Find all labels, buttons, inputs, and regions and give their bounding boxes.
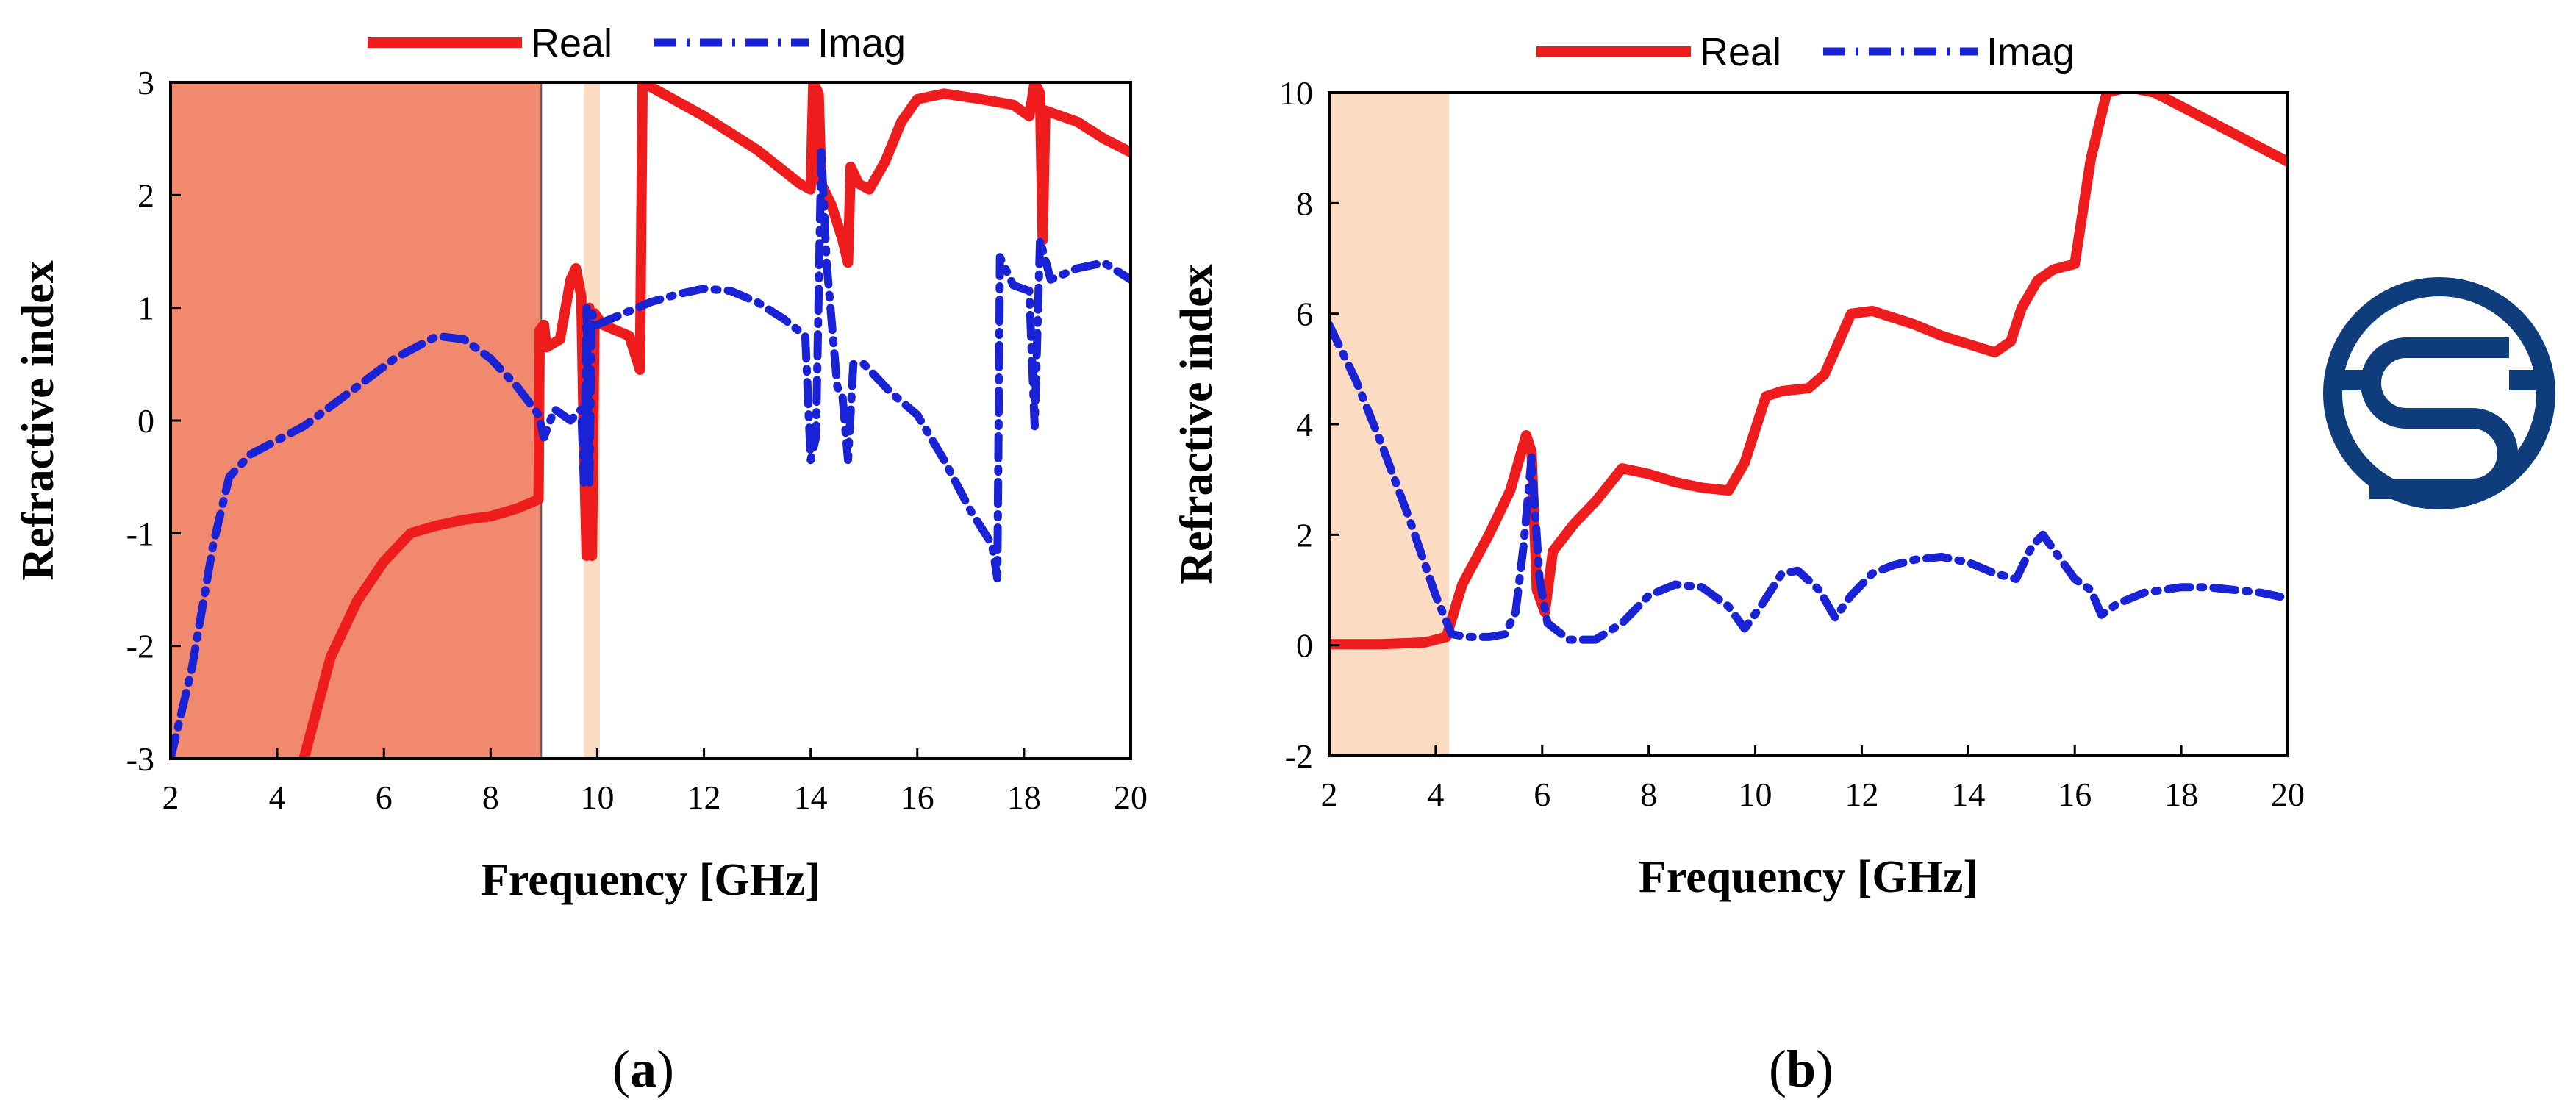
legend-label-real-b: Real (1700, 30, 1781, 74)
x-tick-label: 14 (1951, 776, 1985, 813)
y-tick-label: 0 (1296, 627, 1313, 665)
y-tick-label: -1 (126, 515, 154, 552)
x-tick-label: 8 (1640, 776, 1657, 813)
x-tick-label: 20 (1114, 779, 1148, 816)
legend-a: Real Imag (368, 21, 906, 65)
x-tick-label: 6 (376, 779, 393, 816)
x-ticks-a: 2 4 6 8 10 12 14 16 18 20 (162, 748, 1148, 816)
y-tick-label: 6 (1296, 296, 1313, 333)
x-tick-label: 14 (794, 779, 828, 816)
series-line-real-b (1329, 93, 2288, 650)
y-tick-label: 0 (137, 402, 154, 440)
y-tick-label: 2 (137, 176, 154, 214)
panel-label-a: (a) (612, 1040, 674, 1098)
y-ticks-b: -2 0 2 4 6 8 10 (1279, 74, 1339, 775)
x-tick-label: 10 (580, 779, 614, 816)
shaded-regions-a (170, 82, 601, 759)
panel-label-b-letter: b (1786, 1040, 1816, 1098)
x-tick-label: 6 (1534, 776, 1550, 813)
x-tick-label: 18 (2164, 776, 2198, 813)
legend-b: Real Imag (1536, 30, 2075, 74)
plot-frame-b (1328, 91, 2289, 757)
journal-logo-icon (2323, 277, 2555, 509)
x-tick-label: 4 (269, 779, 286, 816)
x-tick-label: 16 (901, 779, 934, 816)
legend-label-imag-b: Imag (1986, 30, 2075, 74)
y-tick-label: -2 (1285, 737, 1313, 775)
panel-label-b-close: ) (1816, 1040, 1833, 1098)
shaded-region-b-0 (1329, 93, 1449, 756)
x-tick-label: 20 (2271, 776, 2305, 813)
y-axis-title-b: Refractive index (1172, 264, 1222, 584)
panel-label-b-open: ( (1769, 1040, 1786, 1098)
series-line-imag-b (1329, 321, 2288, 644)
y-tick-label: -2 (126, 628, 154, 665)
x-ticks-b: 2 4 6 8 10 12 14 16 18 20 (1321, 745, 2305, 813)
series-line-real-a (298, 82, 1131, 759)
y-tick-label: -3 (126, 740, 154, 778)
series-group-b (1329, 93, 2288, 650)
x-tick-label: 2 (162, 779, 179, 816)
legend-label-imag-a: Imag (817, 21, 906, 65)
y-tick-label: 3 (137, 64, 154, 101)
series-group-a (171, 82, 1131, 759)
panel-label-b: (b) (1769, 1040, 1833, 1098)
x-tick-label: 12 (687, 779, 721, 816)
x-tick-label: 16 (2058, 776, 2092, 813)
legend-label-real-a: Real (531, 21, 612, 65)
y-tick-label: 1 (137, 290, 154, 327)
x-tick-label: 18 (1007, 779, 1041, 816)
shaded-regions-b (1329, 93, 1449, 756)
panel-label-a-close: ) (656, 1040, 674, 1098)
chart-panel-b: 2 4 6 8 10 12 14 16 18 20 -2 0 2 4 6 8 10 Frequency [GH… (1172, 30, 2305, 1098)
y-tick-label: 8 (1296, 185, 1313, 222)
y-axis-title-a: Refractive index (13, 260, 63, 581)
panel-label-a-letter: a (630, 1040, 656, 1098)
x-tick-label: 4 (1427, 776, 1444, 813)
y-tick-label: 10 (1279, 74, 1313, 112)
logo-s-shape (2361, 337, 2518, 499)
x-tick-label: 10 (1739, 776, 1772, 813)
y-ticks-a: -3 -2 -1 0 1 2 3 (126, 64, 181, 778)
panel-label-a-open: ( (612, 1040, 630, 1098)
x-tick-label: 8 (482, 779, 499, 816)
x-tick-label: 12 (1845, 776, 1878, 813)
y-tick-label: 2 (1296, 516, 1313, 554)
x-tick-label: 2 (1321, 776, 1338, 813)
shaded-region-a-0 (170, 82, 543, 759)
x-axis-title-b: Frequency [GHz] (1639, 852, 1978, 902)
logo-ring (2323, 277, 2555, 509)
x-axis-title-a: Frequency [GHz] (481, 855, 820, 905)
series-line-imag-a (171, 146, 1131, 759)
y-tick-label: 4 (1296, 406, 1313, 443)
